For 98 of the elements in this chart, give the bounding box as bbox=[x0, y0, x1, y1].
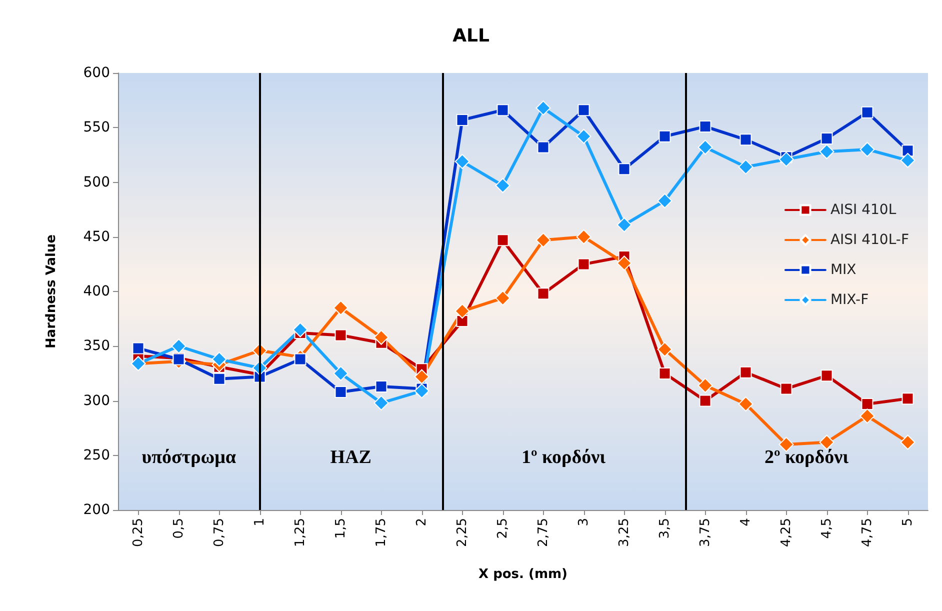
point bbox=[657, 193, 672, 208]
point bbox=[738, 396, 754, 412]
point bbox=[576, 229, 592, 244]
point bbox=[820, 370, 833, 382]
point bbox=[292, 322, 308, 338]
point bbox=[819, 144, 834, 160]
x-tick-label: 1,75 bbox=[374, 518, 389, 547]
y-tick-label: 400 bbox=[83, 284, 110, 300]
point bbox=[699, 394, 712, 407]
x-tick-label: 3,5 bbox=[657, 518, 672, 539]
x-tick-label: 1,5 bbox=[333, 518, 348, 539]
point bbox=[375, 380, 388, 393]
x-tick-label: 0,75 bbox=[212, 518, 227, 547]
point bbox=[578, 104, 590, 116]
point bbox=[900, 152, 916, 168]
legend-label: AISI 410L bbox=[830, 202, 896, 218]
point bbox=[294, 353, 306, 366]
point bbox=[658, 130, 671, 142]
x-tick-label: 5 bbox=[900, 518, 916, 526]
point bbox=[861, 106, 874, 118]
point bbox=[618, 163, 630, 176]
x-tick-label: 2 bbox=[414, 518, 430, 526]
point bbox=[414, 369, 430, 384]
point bbox=[616, 217, 632, 232]
point bbox=[860, 142, 875, 157]
point bbox=[861, 398, 874, 410]
point bbox=[578, 258, 590, 270]
point bbox=[456, 114, 468, 126]
point bbox=[900, 434, 916, 450]
point bbox=[333, 300, 348, 316]
point bbox=[495, 290, 510, 306]
point bbox=[334, 386, 347, 398]
point bbox=[778, 152, 794, 167]
x-tick-label: 2,25 bbox=[454, 518, 470, 547]
point bbox=[536, 100, 551, 116]
point bbox=[537, 141, 550, 154]
y-axis-title: Hardness Value bbox=[44, 234, 59, 349]
point bbox=[496, 234, 509, 246]
x-tick-label: 2,75 bbox=[536, 518, 551, 547]
x-tick-label: 4,5 bbox=[819, 518, 834, 539]
annotation: 1º κορδόνι bbox=[522, 447, 606, 468]
point bbox=[780, 382, 792, 395]
point bbox=[414, 383, 430, 398]
y-tick-label: 350 bbox=[83, 338, 110, 354]
point bbox=[495, 178, 510, 194]
point bbox=[537, 288, 550, 300]
point bbox=[819, 434, 834, 450]
y-tick-label: 500 bbox=[83, 174, 110, 190]
legend-label: MIX bbox=[830, 262, 857, 278]
point bbox=[616, 256, 632, 271]
point bbox=[536, 232, 551, 248]
point bbox=[699, 120, 712, 133]
point bbox=[576, 128, 592, 144]
point bbox=[454, 304, 470, 319]
annotation: HAZ bbox=[330, 447, 372, 468]
x-tick-label: 1 bbox=[252, 518, 268, 526]
point bbox=[740, 134, 752, 146]
point bbox=[213, 372, 226, 385]
x-tick-label: 4,75 bbox=[860, 518, 875, 547]
x-tick-label: 1,25 bbox=[292, 518, 308, 547]
y-tick-label: 550 bbox=[83, 120, 110, 136]
point bbox=[374, 395, 389, 410]
point bbox=[374, 330, 389, 345]
y-tick-label: 200 bbox=[83, 502, 110, 518]
point bbox=[820, 132, 833, 145]
point bbox=[902, 392, 914, 405]
annotation: υπόστρωμα bbox=[142, 447, 236, 468]
x-tick-label: 4 bbox=[738, 518, 754, 526]
point bbox=[333, 366, 348, 381]
y-tick-label: 300 bbox=[83, 392, 110, 409]
y-tick-label: 450 bbox=[83, 228, 110, 245]
point bbox=[738, 159, 754, 174]
annotation: 2º κορδόνι bbox=[764, 447, 849, 468]
point bbox=[740, 366, 752, 378]
x-tick-label: 3 bbox=[576, 518, 592, 526]
point bbox=[334, 329, 347, 342]
chart-title: ALL bbox=[452, 26, 490, 46]
point bbox=[212, 352, 227, 367]
x-tick-label: 4,25 bbox=[778, 518, 794, 547]
point bbox=[698, 378, 713, 393]
x-tick-label: 3,25 bbox=[616, 518, 632, 547]
point bbox=[698, 140, 713, 155]
y-tick-label: 250 bbox=[83, 447, 110, 464]
x-tick-label: 0,5 bbox=[171, 518, 186, 539]
point bbox=[132, 342, 144, 354]
x-tick-label: 3,75 bbox=[698, 518, 713, 547]
x-axis-title: X pos. (mm) bbox=[478, 567, 568, 582]
y-tick-label: 600 bbox=[83, 65, 110, 81]
point bbox=[860, 408, 875, 424]
point bbox=[454, 154, 470, 169]
point bbox=[658, 367, 671, 380]
point bbox=[171, 338, 186, 354]
x-tick-label: 2,5 bbox=[495, 518, 510, 539]
point bbox=[496, 104, 509, 116]
x-tick-label: 0,25 bbox=[130, 518, 146, 547]
legend-label: MIX-F bbox=[830, 292, 869, 308]
point bbox=[657, 342, 672, 357]
legend-label: AISI 410L-F bbox=[830, 232, 910, 248]
